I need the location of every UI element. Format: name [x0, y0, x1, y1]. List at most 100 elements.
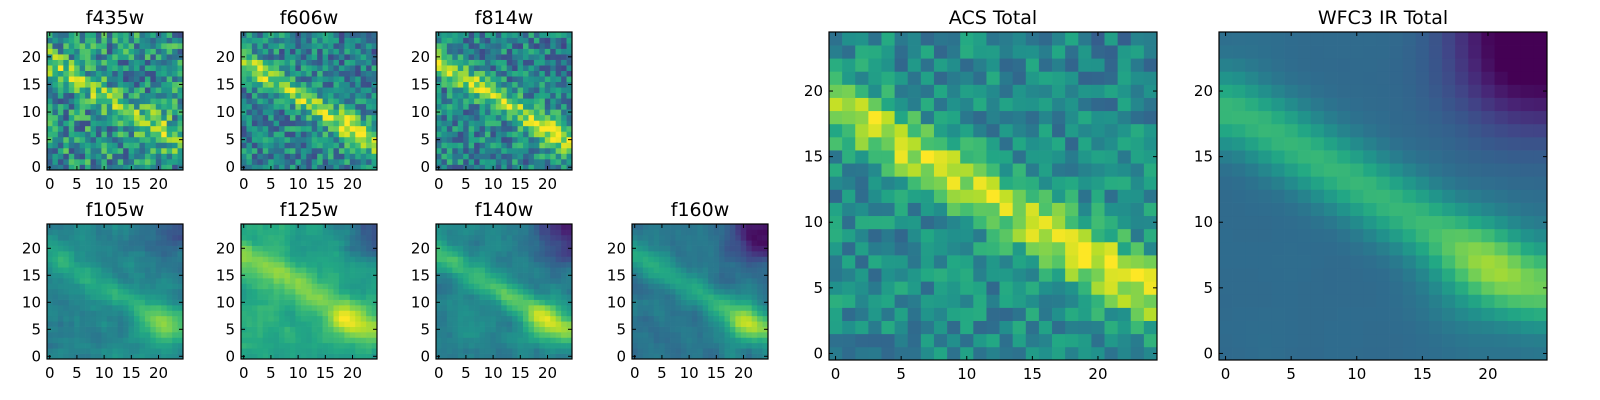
- heatmap-cell: [724, 294, 731, 300]
- heatmap-cell: [155, 315, 162, 322]
- heatmap-cell: [333, 294, 340, 300]
- heatmap-cell: [907, 202, 922, 217]
- heatmap-cell: [79, 125, 86, 132]
- heatmap-cell: [479, 288, 486, 295]
- heatmap-cell: [117, 251, 124, 257]
- heatmap-cell: [90, 229, 97, 236]
- heatmap-cell: [920, 281, 935, 295]
- heatmap-cell: [52, 288, 59, 295]
- heatmap-cell: [349, 158, 356, 165]
- heatmap-cell: [338, 136, 345, 143]
- heatmap-cell: [289, 321, 296, 327]
- heatmap-cell: [241, 310, 247, 317]
- heatmap-cell: [144, 240, 151, 246]
- heatmap-cell: [150, 326, 157, 333]
- heatmap-cell: [1104, 202, 1118, 217]
- heatmap-cell: [490, 158, 497, 165]
- heatmap-cell: [57, 43, 64, 49]
- heatmap-cell: [338, 153, 345, 160]
- heatmap-cell: [479, 120, 486, 127]
- heatmap-cell: [523, 278, 529, 284]
- heatmap-cell: [842, 189, 856, 203]
- heatmap-cell: [279, 245, 285, 252]
- heatmap-cell: [63, 337, 70, 344]
- heatmap-cell: [144, 261, 151, 268]
- heatmap-cell: [311, 261, 318, 268]
- heatmap-cell: [360, 70, 367, 77]
- heatmap-cell: [947, 268, 961, 282]
- heatmap-cell: [251, 87, 258, 94]
- heatmap-cell: [724, 337, 731, 344]
- heatmap-cell: [528, 131, 535, 138]
- heatmap-cell: [128, 256, 135, 263]
- heatmap-cell: [566, 315, 573, 322]
- heatmap-cell: [740, 251, 747, 257]
- heatmap-cell: [90, 109, 97, 116]
- heatmap-cell: [268, 245, 274, 252]
- heatmap-cell: [1078, 333, 1092, 348]
- heatmap-cell: [539, 234, 546, 241]
- heatmap-cell: [868, 163, 882, 177]
- heatmap-cell: [855, 189, 869, 203]
- heatmap-cell: [355, 353, 362, 360]
- heatmap-cell: [708, 310, 714, 317]
- heatmap-cell: [468, 65, 475, 71]
- heatmap-cell: [144, 234, 151, 241]
- heatmap-cell: [166, 272, 173, 279]
- heatmap-cell: [284, 131, 291, 138]
- heatmap-cell: [311, 131, 318, 138]
- heatmap-cell: [333, 342, 340, 349]
- heatmap-cell: [338, 261, 345, 268]
- heatmap-cell: [52, 283, 59, 290]
- heatmap-cell: [446, 288, 453, 295]
- heatmap-cell: [251, 153, 258, 160]
- heatmap-cell: [762, 229, 769, 236]
- heatmap-cell: [366, 120, 372, 127]
- heatmap-cell: [479, 43, 486, 49]
- heatmap-cell: [842, 215, 856, 230]
- heatmap-cell: [550, 251, 557, 257]
- heatmap-cell: [973, 255, 987, 269]
- heatmap-cell: [246, 54, 253, 60]
- heatmap-cell: [999, 176, 1014, 190]
- heatmap-cell: [273, 294, 280, 300]
- heatmap-cell: [697, 310, 704, 317]
- heatmap-cell: [986, 320, 1000, 335]
- heatmap-cell: [262, 114, 269, 121]
- heatmap-cell: [691, 229, 698, 236]
- heatmap-cell: [279, 92, 285, 99]
- heatmap-cell: [506, 131, 513, 138]
- heatmap-cell: [134, 70, 140, 77]
- heatmap-cell: [907, 307, 922, 321]
- heatmap-cell: [512, 229, 518, 236]
- heatmap-cell: [517, 136, 524, 143]
- heatmap-cell: [279, 240, 285, 246]
- heatmap-cell: [268, 131, 274, 138]
- heatmap-cell: [659, 294, 665, 300]
- heatmap-cell: [257, 305, 264, 311]
- heatmap-cell: [474, 131, 480, 138]
- heatmap-cell: [333, 240, 340, 246]
- heatmap-cell: [52, 164, 59, 171]
- heatmap-cell: [708, 326, 714, 333]
- heatmap-cell: [999, 202, 1014, 217]
- heatmap-cell: [317, 59, 323, 66]
- heatmap-cell: [680, 283, 687, 290]
- heatmap-cell: [501, 43, 508, 49]
- heatmap-cell: [686, 267, 693, 273]
- heatmap-cell: [550, 348, 557, 354]
- heatmap-cell: [842, 346, 856, 361]
- heatmap-cell: [68, 337, 75, 344]
- heatmap-cell: [446, 54, 453, 60]
- heatmap-cell: [52, 81, 59, 88]
- heatmap-cell: [90, 32, 97, 38]
- heatmap-cell: [566, 261, 573, 268]
- heatmap-cell: [533, 332, 540, 338]
- heatmap-cell: [150, 65, 157, 71]
- heatmap-cell: [566, 32, 573, 38]
- heatmap-cell: [52, 229, 59, 236]
- heatmap-cell: [371, 131, 378, 138]
- heatmap-cell: [349, 342, 356, 349]
- heatmap-cell: [523, 251, 529, 257]
- heatmap-cell: [123, 294, 129, 300]
